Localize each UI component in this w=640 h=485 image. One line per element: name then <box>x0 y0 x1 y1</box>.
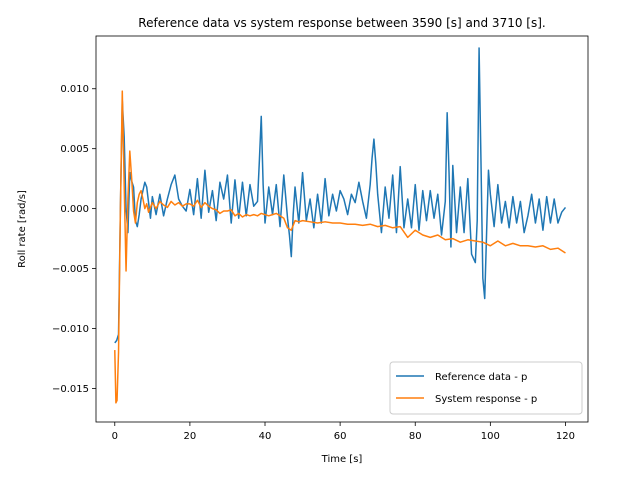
plot-frame <box>95 35 589 423</box>
y-tick-label: 0.010 <box>60 84 89 95</box>
x-tick-label: 60 <box>334 431 347 442</box>
y-tick-label: 0.005 <box>60 144 89 155</box>
x-tick-label: 100 <box>481 431 500 442</box>
y-axis-label: Roll rate [rad/s] <box>17 190 28 268</box>
y-tick-label: −0.010 <box>52 324 89 335</box>
x-tick-label: 0 <box>112 431 118 442</box>
legend-label-reference: Reference data - p <box>435 372 527 383</box>
legend-label-system-response: System response - p <box>435 394 537 405</box>
series-line-reference <box>114 47 567 344</box>
x-tick-label: 120 <box>556 431 575 442</box>
chart-title: Reference data vs system response betwee… <box>138 16 545 30</box>
plot-area <box>96 36 588 422</box>
legend: Reference data - p System response - p <box>389 361 583 415</box>
y-tick-label: −0.005 <box>52 264 89 275</box>
x-axis-label: Time [s] <box>321 454 363 465</box>
y-tick-label: 0.000 <box>60 204 89 215</box>
series-layer <box>114 47 567 404</box>
series-line-system-response <box>114 90 566 404</box>
x-ticks: 0 20 40 60 80 100 120 <box>112 422 575 442</box>
legend-box <box>389 361 583 415</box>
y-tick-label: −0.015 <box>52 384 89 395</box>
x-tick-label: 80 <box>409 431 422 442</box>
x-tick-label: 20 <box>184 431 197 442</box>
x-tick-label: 40 <box>259 431 272 442</box>
y-ticks: −0.015 −0.010 −0.005 0.000 0.005 0.010 <box>52 84 96 395</box>
